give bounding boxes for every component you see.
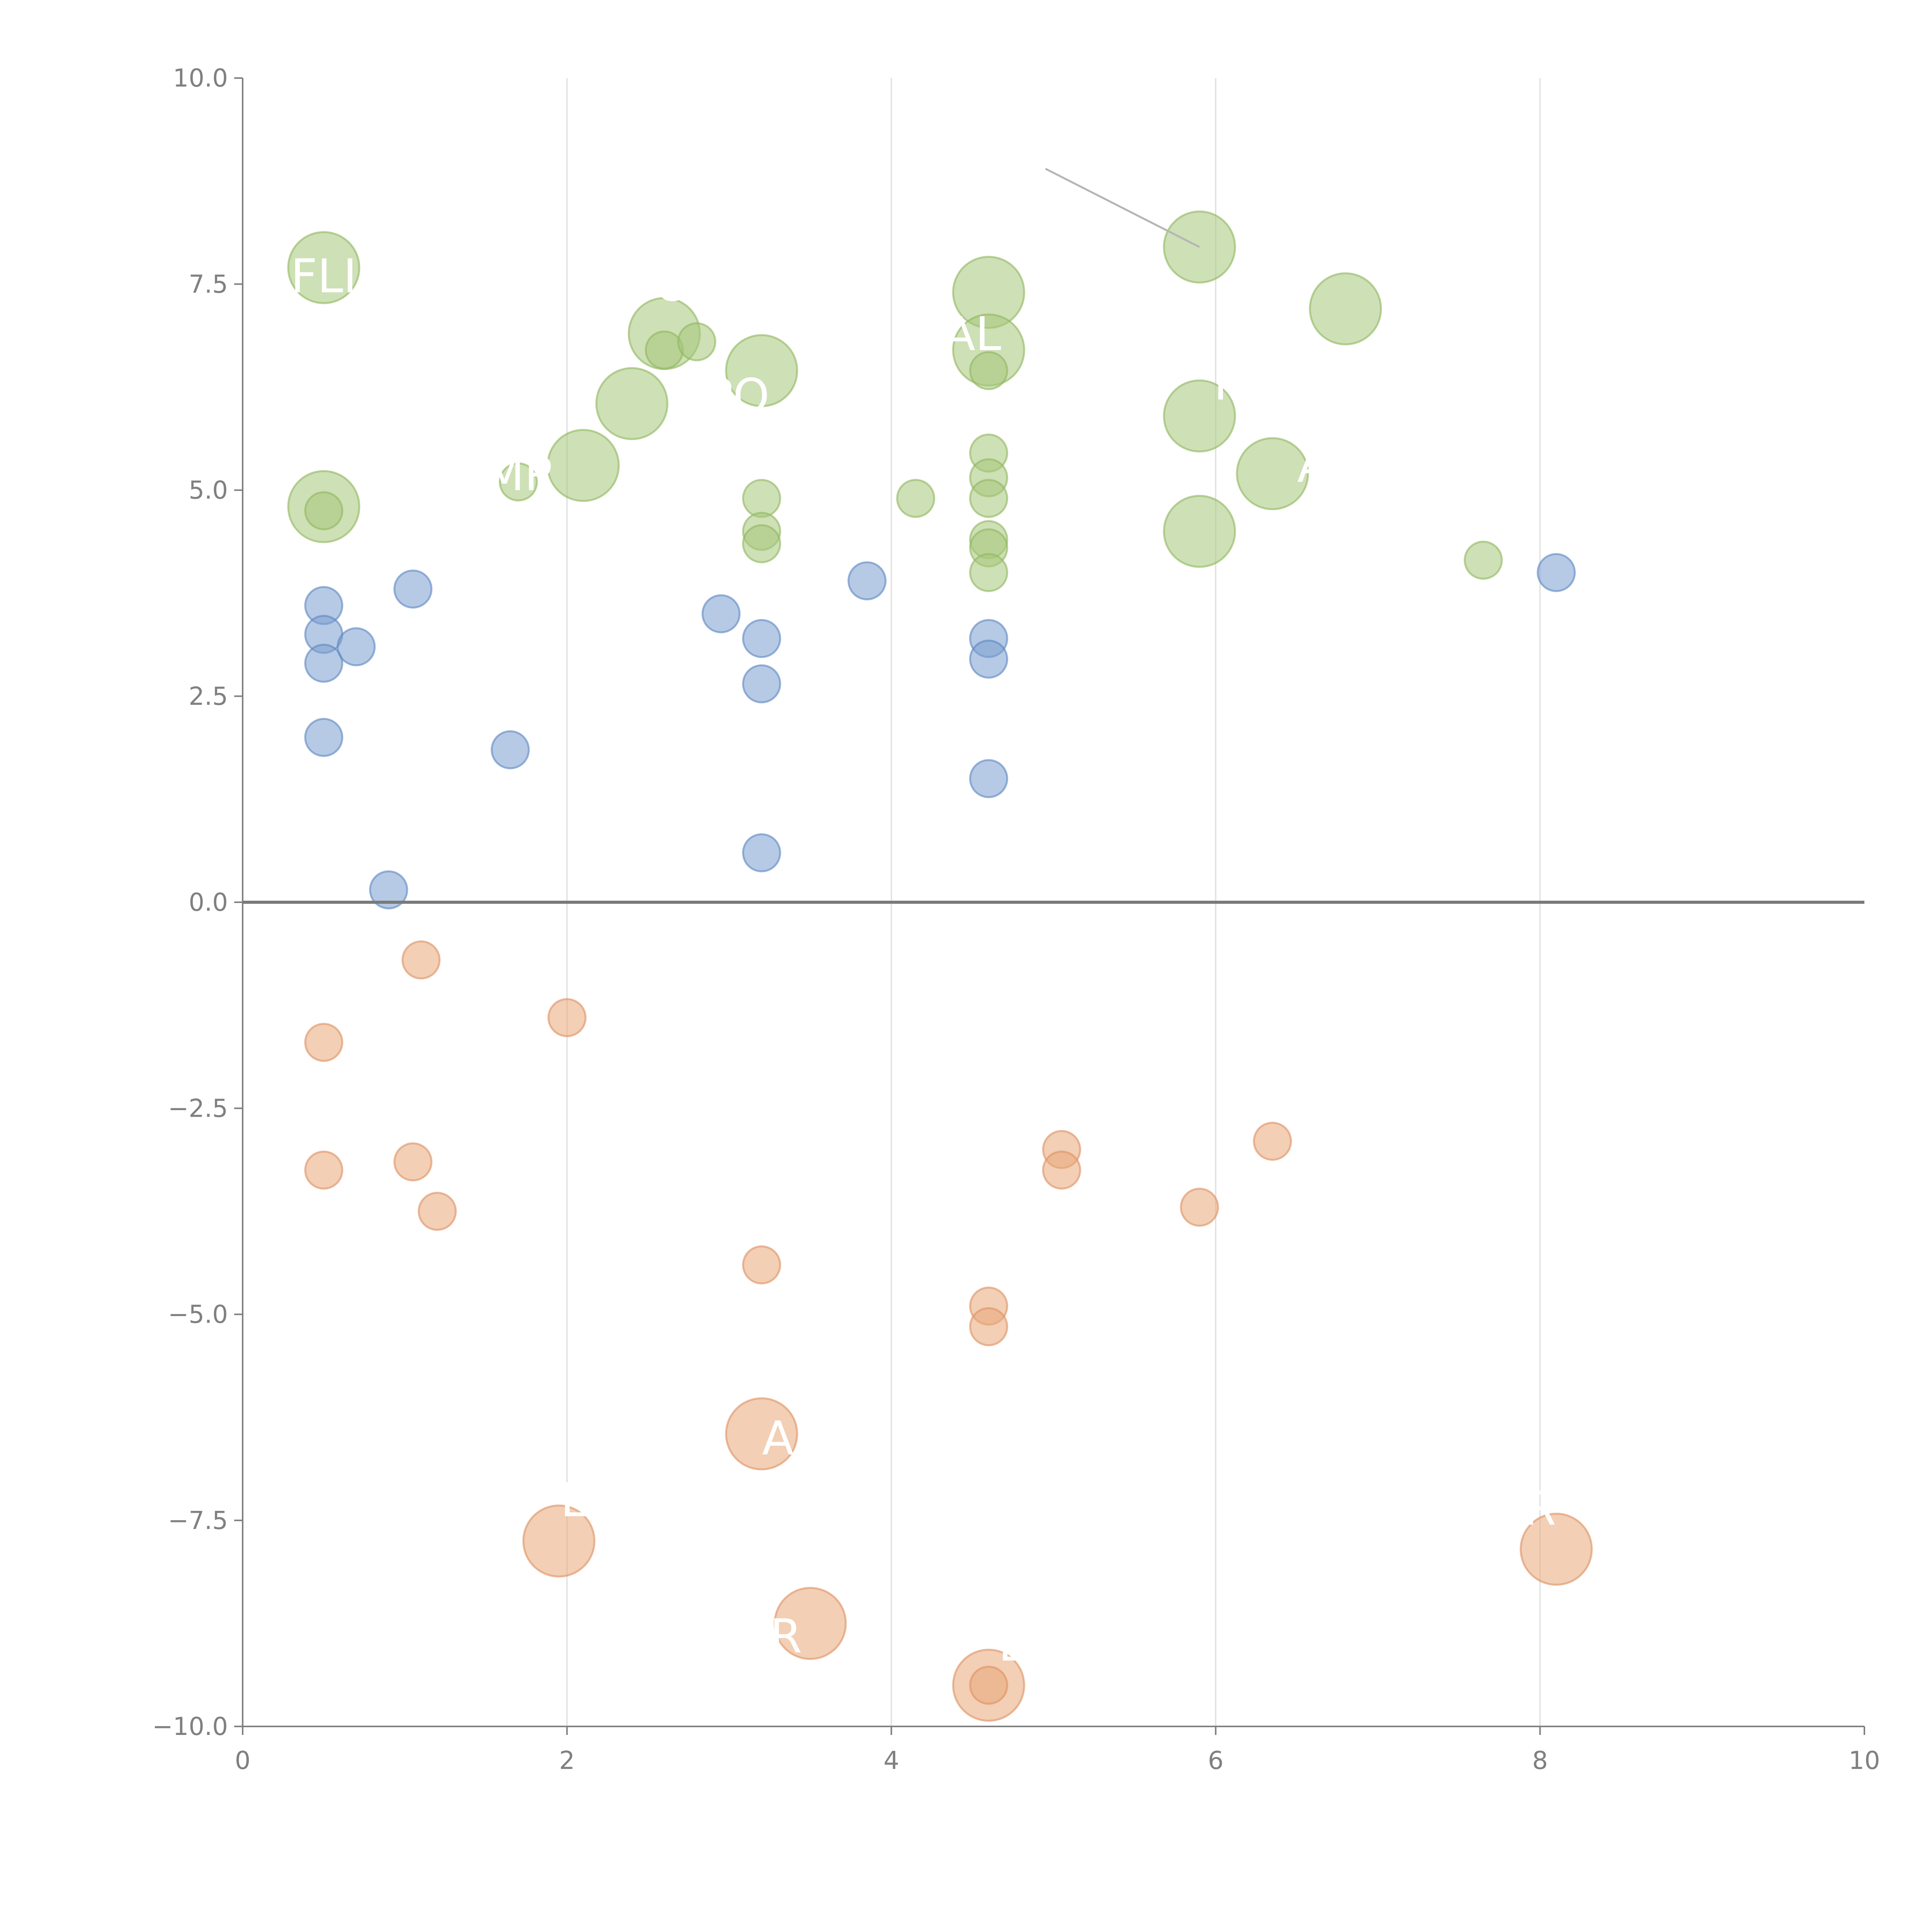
point-label: AL: [944, 308, 1001, 361]
data-point: [774, 1587, 847, 1660]
point-label: E: [998, 1618, 1028, 1672]
data-point: [304, 643, 344, 683]
data-point: [969, 639, 1009, 679]
data-point: [742, 479, 781, 518]
data-point: [969, 351, 1009, 390]
data-point: [1253, 1122, 1292, 1161]
data-point: [742, 1245, 781, 1285]
data-point: [742, 833, 781, 872]
data-point: [304, 1023, 344, 1062]
point-label: R: [1524, 1482, 1556, 1536]
data-point: [287, 231, 361, 304]
annotation-leader-line: [1045, 168, 1200, 248]
y-tick-label: −7.5: [168, 1507, 228, 1535]
data-point: [522, 1504, 595, 1578]
y-tick-label: 10.0: [173, 64, 228, 93]
data-point: [393, 1142, 433, 1182]
y-tick-label: −2.5: [168, 1094, 228, 1123]
data-point: [1236, 437, 1309, 510]
point-label: A: [1297, 439, 1329, 493]
point-label: A: [762, 1412, 794, 1466]
label-layer: FLI O AL PO FL MP A A E R E R: [291, 250, 1556, 1672]
x-tick-label: 2: [559, 1747, 575, 1775]
y-tick-label: 5.0: [189, 476, 228, 505]
data-point: [742, 619, 781, 658]
data-point: [969, 479, 1009, 518]
data-point: [498, 462, 538, 502]
data-point: [701, 594, 741, 633]
point-label: FLI: [291, 250, 357, 304]
x-tick-label: 0: [235, 1747, 251, 1775]
data-point: [1180, 1187, 1219, 1227]
data-point: [1163, 495, 1236, 568]
data-point: [725, 334, 798, 407]
data-point: [304, 1150, 344, 1190]
y-tick-label: −5.0: [168, 1301, 228, 1329]
data-point: [847, 561, 887, 600]
data-point: [1163, 379, 1236, 453]
data-point: [1464, 541, 1503, 580]
data-point: [677, 322, 716, 362]
y-tick-label: −10.0: [152, 1713, 228, 1741]
data-point: [418, 1192, 457, 1231]
data-point: [1520, 1512, 1593, 1586]
x-tick-label: 6: [1208, 1747, 1224, 1775]
data-point: [546, 429, 620, 502]
point-label: FL: [1214, 357, 1266, 411]
axis-layer: −10.0 −7.5 −5.0 −2.5 0.0 2.5 5.0 7.5 10.0 0 2 4 6 8 10: [152, 64, 1880, 1775]
data-point: [369, 870, 408, 910]
data-point: [742, 664, 781, 704]
data-point: [896, 479, 935, 518]
point-label: MP: [485, 448, 553, 502]
data-point: [393, 569, 433, 609]
data-point: [969, 759, 1009, 798]
point-label: E: [560, 1474, 590, 1527]
data-point: [547, 998, 587, 1037]
data-point: [337, 627, 376, 667]
data-point: [491, 730, 530, 769]
data-point: [1042, 1150, 1081, 1190]
y-tick-label: 2.5: [189, 682, 228, 711]
point-label: O: [654, 258, 690, 312]
data-point: [1537, 553, 1576, 592]
data-point: [401, 940, 441, 980]
data-point: [969, 553, 1009, 592]
data-point: [304, 491, 344, 531]
point-layer: [287, 168, 1593, 1722]
x-tick-label: 4: [883, 1747, 899, 1775]
point-label: R: [770, 1610, 802, 1663]
x-tick-label: 10: [1849, 1747, 1880, 1775]
data-point: [1309, 272, 1382, 345]
data-point: [645, 330, 684, 370]
data-point: [969, 1307, 1009, 1346]
data-point: [725, 1397, 798, 1471]
data-point: [969, 1665, 1009, 1705]
data-point: [595, 367, 668, 440]
y-tick-label: 7.5: [189, 270, 228, 299]
y-tick-label: 0.0: [189, 888, 228, 917]
data-point: [742, 524, 781, 563]
x-tick-label: 8: [1532, 1747, 1548, 1775]
data-point: [304, 718, 344, 757]
point-label: PO: [705, 369, 770, 423]
